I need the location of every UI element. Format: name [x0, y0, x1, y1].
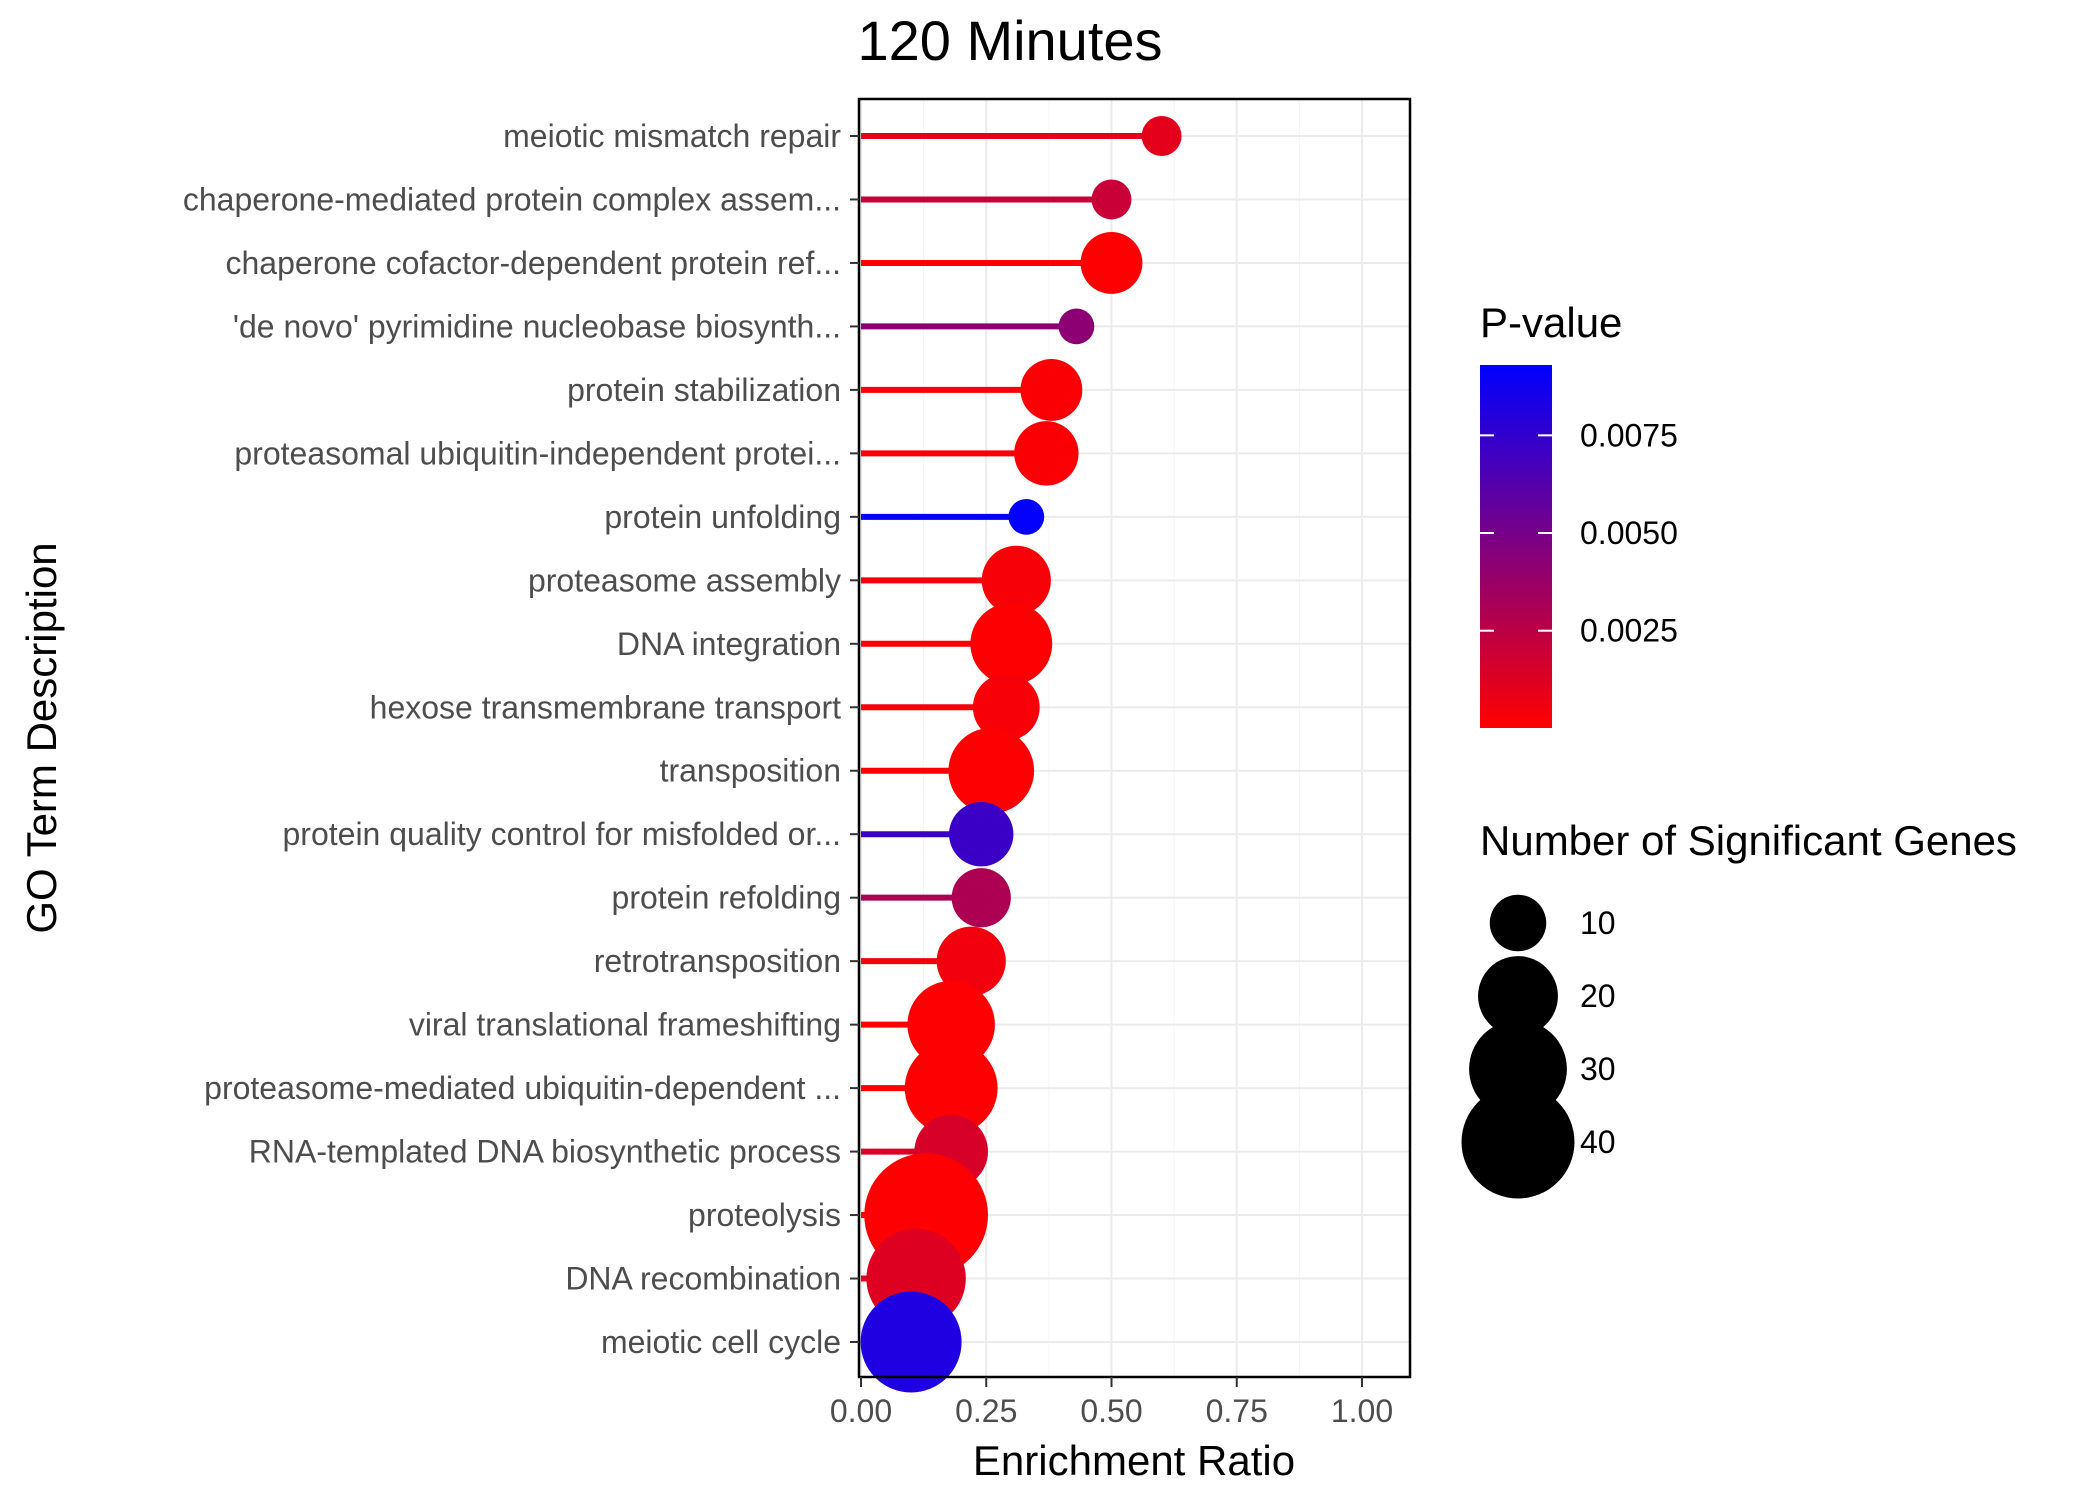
- lollipop-point: [981, 545, 1051, 615]
- y-tick-label: DNA recombination: [565, 1261, 841, 1297]
- lollipop-point: [1020, 358, 1083, 421]
- lollipop-point: [1008, 498, 1045, 535]
- size-legend-key: [1478, 956, 1558, 1036]
- y-axis-title: GO Term Description: [18, 542, 65, 933]
- x-tick-label: 0.25: [955, 1393, 1017, 1429]
- size-legend-label: 30: [1580, 1051, 1616, 1087]
- y-tick-label: viral translational frameshifting: [409, 1007, 841, 1043]
- lollipop-point: [860, 1291, 962, 1393]
- y-tick-label: proteasome assembly: [528, 562, 841, 598]
- y-tick-label: transposition: [660, 753, 841, 789]
- x-tick-label: 1.00: [1331, 1393, 1393, 1429]
- lollipop-point: [936, 926, 1006, 996]
- colorbar-tick-label: 0.0050: [1580, 515, 1678, 551]
- size-legend-key: [1461, 1085, 1575, 1199]
- x-tick-label: 0.00: [830, 1393, 892, 1429]
- size-legend-title: Number of Significant Genes: [1480, 817, 2017, 864]
- y-axis: meiotic mismatch repair chaperone-mediate…: [183, 118, 859, 1360]
- lollipop-point: [949, 802, 1014, 867]
- x-tick-label: 0.50: [1080, 1393, 1142, 1429]
- size-legend-key: [1489, 894, 1547, 952]
- pvalue-colorbar: [1480, 365, 1552, 728]
- colorbar-tick-label: 0.0025: [1580, 613, 1678, 649]
- lollipop-point: [970, 602, 1053, 685]
- x-tick-label: 0.75: [1206, 1393, 1268, 1429]
- lollipop-point: [972, 673, 1040, 741]
- lollipop-point: [904, 1041, 998, 1135]
- chart-title: 120 Minutes: [857, 9, 1162, 72]
- lollipop-point: [1058, 308, 1095, 345]
- y-tick-label: proteasome-mediated ubiquitin-dependent …: [204, 1070, 841, 1106]
- pvalue-legend-title: P-value: [1480, 299, 1622, 346]
- lollipop-point: [948, 727, 1035, 814]
- lollipop-point: [1014, 421, 1079, 486]
- x-axis-title: Enrichment Ratio: [973, 1437, 1295, 1484]
- y-tick-label: retrotransposition: [594, 943, 841, 979]
- x-axis: 0.00 0.25 0.50 0.75 1.00: [830, 1377, 1393, 1429]
- size-legend-label: 20: [1580, 978, 1616, 1014]
- size-legend-label: 10: [1580, 905, 1616, 941]
- y-tick-label: chaperone cofactor-dependent protein ref…: [225, 245, 841, 281]
- y-tick-label: protein refolding: [612, 880, 841, 916]
- lollipop-point: [1141, 116, 1182, 156]
- y-tick-label: hexose transmembrane transport: [370, 689, 841, 725]
- y-tick-label: 'de novo' pyrimidine nucleobase biosynth…: [233, 308, 841, 344]
- y-tick-label: RNA-templated DNA biosynthetic process: [249, 1134, 841, 1170]
- size-legend-label: 40: [1580, 1124, 1616, 1160]
- y-tick-label: DNA integration: [617, 626, 841, 662]
- pvalue-legend: P-value 0.0025 0.0050 0.0075: [1480, 299, 1678, 728]
- lollipop-point: [1091, 179, 1132, 220]
- y-tick-label: chaperone-mediated protein complex assem…: [183, 181, 841, 217]
- y-tick-label: meiotic cell cycle: [601, 1324, 841, 1360]
- lollipop-points: [860, 116, 1182, 1393]
- y-tick-label: meiotic mismatch repair: [503, 118, 841, 154]
- y-tick-label: proteolysis: [688, 1197, 841, 1233]
- lollipop-point: [907, 980, 995, 1069]
- lollipop-point: [1080, 232, 1143, 294]
- y-tick-label: protein quality control for misfolded or…: [283, 816, 842, 852]
- colorbar-tick-label: 0.0075: [1580, 417, 1678, 453]
- y-tick-label: protein unfolding: [604, 499, 841, 535]
- panel-border: [857, 97, 1412, 1379]
- size-legend: Number of Significant Genes 10 20 30 40: [1461, 817, 2017, 1199]
- y-tick-label: proteasomal ubiquitin-independent protei…: [234, 435, 841, 471]
- lollipop-point: [951, 868, 1011, 928]
- y-tick-label: protein stabilization: [567, 372, 841, 408]
